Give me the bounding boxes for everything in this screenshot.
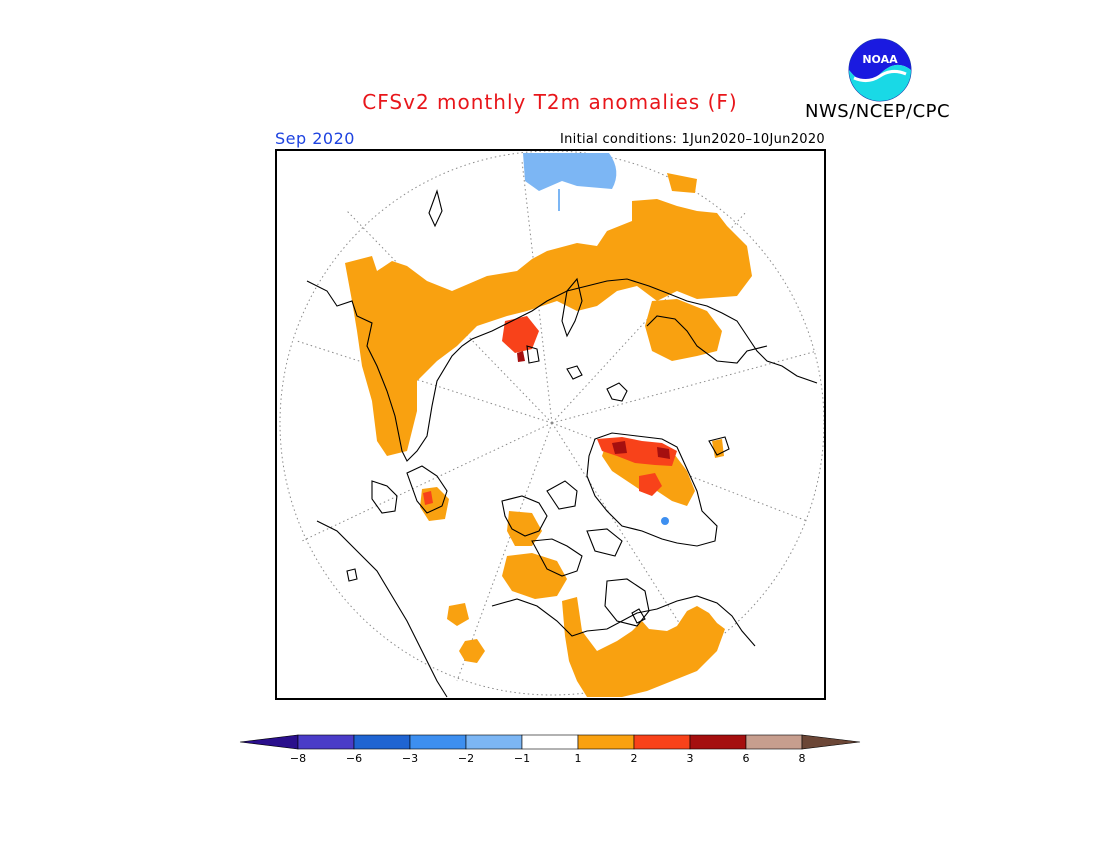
colorbar-cell — [745, 734, 803, 750]
agency-label: NWS/NCEP/CPC — [805, 101, 951, 122]
initial-conditions: Initial conditions: 1Jun2020–10Jun2020 — [559, 132, 825, 147]
colorbar-arrow-low — [239, 734, 299, 750]
anomaly-very-hot-regions — [517, 351, 670, 459]
colorbar: −8 −6 −3 −2 −1 1 2 3 6 8 — [239, 734, 861, 765]
colorbar-tick-label: 8 — [799, 752, 806, 765]
graticule — [279, 151, 824, 696]
colorbar-tick-label: −2 — [458, 752, 474, 765]
colorbar-cell — [353, 734, 411, 750]
anomaly-warm-regions — [345, 173, 752, 697]
colorbar-tick-label: 2 — [631, 752, 638, 765]
noaa-logo: NOAA — [848, 38, 912, 102]
colorbar-cell — [297, 734, 355, 750]
colorbar-tick-label: 6 — [743, 752, 750, 765]
noaa-logo-text: NOAA — [862, 53, 898, 66]
polar-map — [279, 151, 824, 698]
colorbar-cell — [409, 734, 467, 750]
colorbar-tick-label: −6 — [346, 752, 362, 765]
map-frame — [275, 149, 826, 700]
chart-title: CFSv2 monthly T2m anomalies (F) — [362, 90, 738, 114]
colorbar-tick-label: 1 — [575, 752, 582, 765]
forecast-month: Sep 2020 — [275, 129, 355, 148]
colorbar-cell — [689, 734, 747, 750]
anomaly-cold-spot — [661, 517, 669, 525]
colorbar-tick-label: 3 — [687, 752, 694, 765]
colorbar-arrow-high — [801, 734, 861, 750]
colorbar-cell — [521, 734, 579, 750]
colorbar-cell — [633, 734, 691, 750]
colorbar-cell — [465, 734, 523, 750]
colorbar-cell — [577, 734, 635, 750]
coastlines — [306, 189, 818, 698]
anomaly-cold-region — [523, 153, 617, 191]
colorbar-tick-label: −1 — [514, 752, 530, 765]
colorbar-tick-label: −8 — [290, 752, 306, 765]
colorbar-tick-label: −3 — [402, 752, 418, 765]
